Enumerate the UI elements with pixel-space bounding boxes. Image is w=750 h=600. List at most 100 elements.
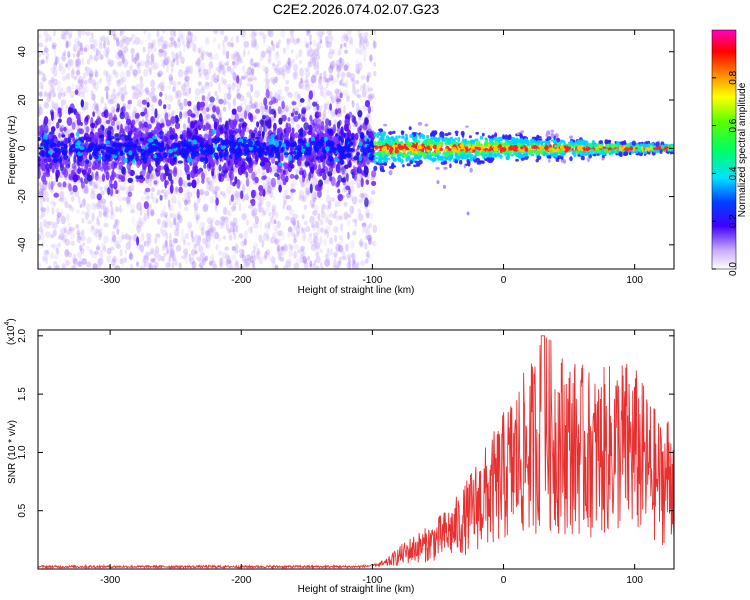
heatmap-noise-cell	[221, 216, 225, 221]
heatmap-noise-cell	[70, 240, 75, 246]
heatmap-band-cell	[332, 123, 337, 134]
heatmap-core-cell	[270, 134, 275, 141]
heatmap-band-cell	[364, 100, 371, 108]
heatmap-noise-cell	[47, 266, 52, 269]
heatmap-noise-cell	[218, 60, 224, 69]
heatmap-noise-cell	[243, 47, 246, 56]
heatmap-noise-cell	[121, 56, 126, 65]
heatmap-noise-cell	[56, 55, 60, 63]
heatmap-core-cell	[305, 141, 310, 147]
heatmap-noise-cell	[321, 91, 328, 99]
heatmap-noise-cell	[174, 43, 178, 49]
heatmap-noise-cell	[295, 232, 299, 237]
heatmap-noise-cell	[64, 238, 71, 246]
heatmap-noise-cell	[97, 257, 102, 267]
heatmap-noise-cell	[197, 47, 201, 54]
heatmap-noise-cell	[369, 93, 375, 100]
heatmap-noise-cell	[301, 252, 305, 260]
heatmap-noise-cell	[162, 59, 166, 69]
heatmap-noise-cell	[183, 44, 186, 53]
heatmap-band-cell	[149, 166, 154, 172]
heatmap-noise-cell	[185, 199, 192, 205]
heatmap-noise-cell	[150, 186, 155, 193]
heatmap-noise-cell	[57, 242, 61, 248]
heatmap-noise-cell	[182, 91, 188, 96]
heatmap-noise-cell	[326, 90, 331, 96]
heatmap-noise-cell	[252, 209, 257, 218]
heatmap-noise-cell	[42, 196, 47, 202]
heatmap-core-cell	[244, 143, 249, 148]
heatmap-noise-cell	[75, 53, 80, 58]
heatmap-noise-cell	[296, 37, 301, 43]
heatmap-noise-cell	[305, 190, 310, 195]
heatmap-noise-cell	[50, 174, 53, 181]
heatmap-core-cell	[152, 145, 157, 150]
heatmap-noise-cell	[69, 226, 75, 232]
heatmap-band-cell	[163, 104, 167, 110]
heatmap-noise-cell	[169, 248, 175, 256]
heatmap-band-cell	[55, 122, 60, 129]
heatmap-noise-cell	[242, 65, 245, 73]
heatmap-noise-cell	[68, 204, 72, 209]
heatmap-noise-cell	[121, 257, 125, 266]
heatmap-band-cell	[341, 170, 345, 175]
heatmap-noise-cell	[268, 220, 271, 228]
heatmap-core-cell	[89, 142, 95, 148]
heatmap-noise-cell	[253, 62, 259, 68]
heatmap-noise-cell	[248, 66, 254, 71]
heatmap-band-cell	[278, 117, 283, 125]
heatmap-band-cell	[335, 182, 339, 188]
heatmap-noise-cell	[72, 258, 78, 265]
heatmap-band-cell	[338, 119, 342, 126]
heatmap-noise-cell	[324, 179, 330, 185]
heatmap-noise-cell	[285, 61, 292, 70]
heatmap-noise-cell	[319, 236, 323, 245]
heatmap-noise-cell	[62, 237, 68, 243]
heatmap-noise-cell	[78, 76, 84, 85]
heatmap-noise-cell	[301, 195, 305, 203]
heatmap-noise-cell	[151, 211, 155, 216]
heatmap-signal-cell	[381, 169, 386, 173]
heatmap-band-cell	[291, 132, 296, 140]
heatmap-noise-cell	[223, 79, 228, 85]
heatmap-noise-cell	[72, 258, 78, 267]
heatmap-noise-cell	[244, 70, 248, 80]
heatmap-core-cell	[194, 151, 200, 157]
heatmap-noise-cell	[43, 249, 49, 257]
heatmap-noise-cell	[244, 258, 251, 267]
heatmap-noise-cell	[317, 30, 324, 37]
heatmap-band-cell	[276, 167, 282, 173]
heatmap-band-cell	[214, 159, 218, 164]
heatmap-noise-cell	[286, 38, 290, 43]
heatmap-core-cell	[204, 157, 209, 164]
heatmap-core-cell	[159, 149, 163, 152]
heatmap-noise-cell	[72, 52, 75, 59]
heatmap-noise-cell	[78, 257, 84, 265]
heatmap-noise-cell	[343, 201, 348, 207]
heatmap-noise-cell	[174, 53, 179, 62]
heatmap-noise-cell	[305, 226, 311, 233]
heatmap-noise-cell	[293, 262, 300, 269]
heatmap-noise-cell	[235, 52, 241, 62]
heatmap-noise-cell	[365, 258, 369, 264]
heatmap-band-cell	[193, 166, 197, 175]
heatmap-noise-cell	[226, 185, 232, 195]
heatmap-noise-cell	[153, 94, 158, 104]
heatmap-noise-cell	[349, 73, 355, 81]
heatmap-noise-cell	[193, 202, 199, 211]
heatmap-noise-cell	[335, 59, 341, 68]
heatmap-noise-cell	[277, 245, 280, 253]
heatmap-noise-cell	[177, 210, 181, 217]
heatmap-noise-cell	[149, 91, 155, 99]
heatmap-noise-cell	[171, 213, 176, 219]
heatmap-noise-cell	[369, 56, 373, 61]
heatmap-noise-cell	[131, 54, 135, 63]
heatmap-noise-cell	[48, 90, 52, 99]
heatmap-noise-cell	[109, 211, 115, 221]
heatmap-noise-cell	[251, 40, 257, 48]
heatmap-noise-cell	[358, 240, 364, 247]
heatmap-noise-cell	[190, 230, 194, 239]
heatmap-noise-cell	[51, 76, 55, 83]
heatmap-noise-cell	[61, 75, 67, 82]
heatmap-noise-cell	[67, 221, 71, 230]
